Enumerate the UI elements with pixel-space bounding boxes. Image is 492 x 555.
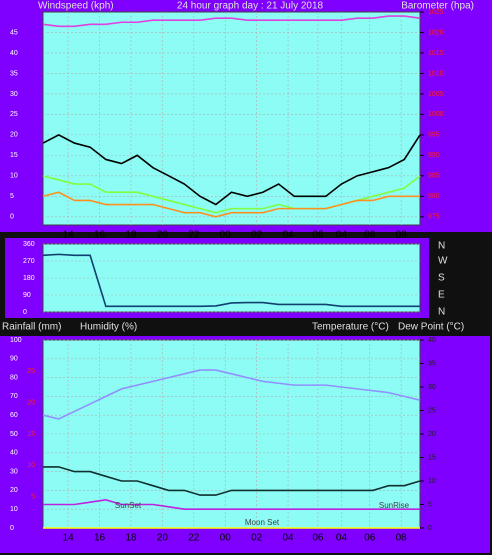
y3-tick-label: 10 xyxy=(27,462,35,469)
x-tick-label: 04 xyxy=(282,230,294,241)
y-tick-label: 80 xyxy=(10,374,18,381)
x-tick-label: 18 xyxy=(125,230,137,241)
y-tick-label: 20 xyxy=(10,487,18,494)
direction-label: N xyxy=(438,241,445,252)
series-line xyxy=(42,191,420,218)
x-tick-label: 06 xyxy=(364,230,376,241)
y-tick-label: 50 xyxy=(10,431,18,438)
x-tick-label: 22 xyxy=(188,230,200,241)
x-tick-label: 16 xyxy=(94,533,106,544)
x-tick-label: 08 xyxy=(396,533,408,544)
y-tick-label: 10 xyxy=(10,173,18,180)
plot-area xyxy=(42,11,421,226)
x-tick-label: 20 xyxy=(157,230,169,241)
y3-tick-label: 25 xyxy=(27,368,35,375)
y2-tick-label: 995 xyxy=(428,132,440,139)
y2-tick-label: 0 xyxy=(428,525,432,532)
x-tick-label: 08 xyxy=(396,230,408,241)
annotation: SunSet xyxy=(115,501,142,510)
y-tick-label: 0 xyxy=(10,525,14,532)
y2-tick-label: 35 xyxy=(428,360,436,367)
y3-tick-label: 5 xyxy=(31,494,35,501)
x-tick-label: 00 xyxy=(220,533,232,544)
y2-tick-label: 1005 xyxy=(428,91,444,98)
y-tick-label: 40 xyxy=(10,450,18,457)
y-tick-label: 100 xyxy=(10,337,22,344)
direction-label: W xyxy=(438,256,448,267)
series-line xyxy=(42,369,421,420)
series-line xyxy=(43,498,420,510)
x-tick-label: 18 xyxy=(125,533,137,544)
y2-tick-label: 1025 xyxy=(428,9,444,16)
x-tick-label: 04 xyxy=(336,533,348,544)
direction-label: E xyxy=(438,290,445,301)
x-tick-label: 02 xyxy=(251,533,263,544)
y2-tick-label: 30 xyxy=(428,384,436,391)
y-tick-label: 30 xyxy=(10,468,18,475)
y-tick-label: 0 xyxy=(10,214,14,221)
y-tick-label: 25 xyxy=(10,111,18,118)
y-tick-label: 45 xyxy=(10,29,18,36)
x-tick-label: 22 xyxy=(188,533,200,544)
y2-tick-label: 5 xyxy=(428,501,432,508)
y-tick-label: 70 xyxy=(10,393,18,400)
y2-tick-label: 25 xyxy=(428,407,436,414)
direction-label: S xyxy=(438,273,445,284)
y-tick-label: 90 xyxy=(23,292,31,299)
y-label: Windspeed (kph) xyxy=(38,1,114,12)
x-tick-label: 14 xyxy=(63,230,75,241)
y-tick-label: 90 xyxy=(10,356,18,363)
y2-label: Barometer (hpa) xyxy=(401,1,474,12)
y2-tick-label: 1000 xyxy=(428,111,444,118)
y-tick-label: 270 xyxy=(23,258,35,265)
x-tick-label: 06 xyxy=(312,533,324,544)
y-tick-label: 360 xyxy=(23,241,35,248)
series-line xyxy=(42,15,421,28)
y3-tick-label: 15 xyxy=(27,431,35,438)
y3-tick-label: 20 xyxy=(27,400,35,407)
y-tick-label: 40 xyxy=(10,50,18,57)
humidity-label: Humidity (%) xyxy=(80,322,137,333)
annotation: SunRise xyxy=(379,501,410,510)
dew-label: Dew Point (°C) xyxy=(398,322,464,333)
y2-tick-label: 975 xyxy=(428,214,440,221)
y2-tick-label: 20 xyxy=(428,431,436,438)
y2-tick-label: 15 xyxy=(428,454,436,461)
y-tick-label: 10 xyxy=(10,506,18,513)
direction-label: N xyxy=(438,307,445,318)
y2-tick-label: 1015 xyxy=(428,50,444,57)
x-tick-label: 06 xyxy=(364,533,376,544)
y-tick-label: 20 xyxy=(10,132,18,139)
x-tick-label: 16 xyxy=(94,230,106,241)
y-tick-label: 30 xyxy=(10,91,18,98)
series-line xyxy=(43,466,421,496)
y-tick-label: 15 xyxy=(10,152,18,159)
x-tick-label: 02 xyxy=(251,230,263,241)
y-tick-label: 0 xyxy=(23,309,27,316)
y2-tick-label: 985 xyxy=(428,173,440,180)
y-tick-label: 35 xyxy=(10,70,18,77)
chart-title: 24 hour graph day : 21 July 2018 xyxy=(177,1,324,12)
temp-label: Temperature (°C) xyxy=(312,322,389,333)
series-line xyxy=(42,133,421,206)
y2-tick-label: 990 xyxy=(428,152,440,159)
y-tick-label: 60 xyxy=(10,412,18,419)
y2-tick-label: 980 xyxy=(428,193,440,200)
x-tick-label: 04 xyxy=(336,230,348,241)
y2-tick-label: 10 xyxy=(428,478,436,485)
x-tick-label: 06 xyxy=(312,230,324,241)
x-tick-label: 00 xyxy=(220,230,232,241)
y2-tick-label: 1010 xyxy=(428,70,444,77)
x-tick-label: 04 xyxy=(282,533,294,544)
y2-tick-label: 1020 xyxy=(428,29,444,36)
rain-label: Rainfall (mm) xyxy=(2,322,61,333)
x-tick-label: 14 xyxy=(63,533,75,544)
annotation: Moon Set xyxy=(245,518,280,527)
y2-tick-label: 40 xyxy=(428,337,436,344)
y-tick-label: 180 xyxy=(23,275,35,282)
series-line xyxy=(42,253,420,308)
x-tick-label: 20 xyxy=(157,533,169,544)
y-tick-label: 5 xyxy=(10,193,14,200)
